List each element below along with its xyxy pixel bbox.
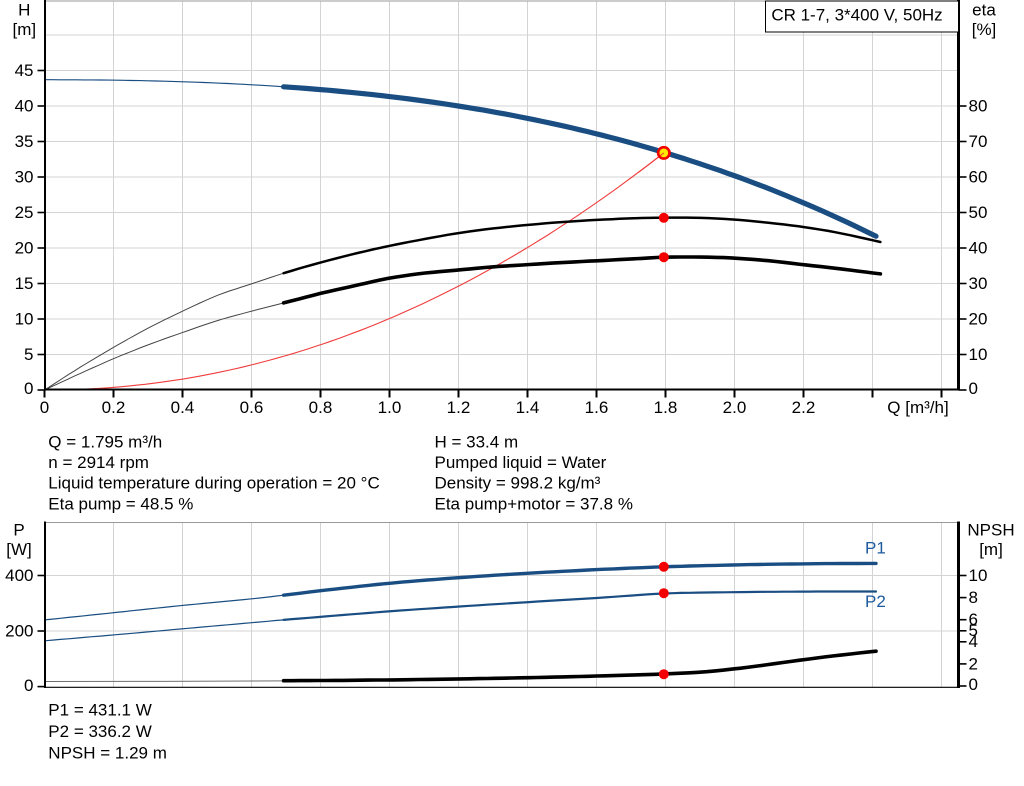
svg-text:P1: P1 [865, 538, 886, 557]
svg-text:0: 0 [969, 675, 978, 694]
svg-text:10: 10 [969, 566, 988, 585]
svg-text:2: 2 [969, 654, 978, 673]
svg-text:P2: P2 [865, 592, 886, 611]
svg-text:200: 200 [5, 621, 33, 640]
svg-text:P2 = 336.2 W: P2 = 336.2 W [48, 722, 151, 741]
svg-text:1.2: 1.2 [447, 398, 471, 417]
svg-text:[m]: [m] [12, 20, 36, 39]
svg-text:1.4: 1.4 [516, 398, 540, 417]
svg-text:80: 80 [969, 96, 988, 115]
svg-text:[%]: [%] [972, 20, 997, 39]
svg-text:40: 40 [15, 96, 34, 115]
svg-text:40: 40 [969, 238, 988, 257]
svg-text:Liquid temperature during oper: Liquid temperature during operation = 20… [48, 474, 379, 493]
svg-text:5: 5 [969, 621, 978, 640]
svg-text:400: 400 [5, 566, 33, 585]
svg-text:0.6: 0.6 [240, 398, 264, 417]
svg-text:n = 2914 rpm: n = 2914 rpm [48, 453, 149, 472]
svg-text:5: 5 [24, 345, 33, 364]
svg-text:1.0: 1.0 [378, 398, 402, 417]
svg-text:[m]: [m] [979, 540, 1003, 559]
svg-text:0: 0 [24, 676, 33, 695]
svg-text:1.6: 1.6 [585, 398, 609, 417]
svg-text:45: 45 [15, 61, 34, 80]
svg-text:10: 10 [969, 345, 988, 364]
svg-text:Eta pump+motor = 37.8 %: Eta pump+motor = 37.8 % [435, 494, 633, 513]
svg-text:35: 35 [15, 132, 34, 151]
svg-text:70: 70 [969, 132, 988, 151]
svg-text:50: 50 [969, 203, 988, 222]
svg-text:10: 10 [15, 309, 34, 328]
svg-text:0: 0 [24, 379, 33, 398]
svg-text:0.4: 0.4 [171, 398, 195, 417]
svg-text:8: 8 [969, 588, 978, 607]
svg-text:Density = 998.2 kg/m³: Density = 998.2 kg/m³ [435, 474, 601, 493]
svg-text:15: 15 [15, 274, 34, 293]
svg-text:2.2: 2.2 [792, 398, 816, 417]
svg-text:Q [m³/h]: Q [m³/h] [887, 398, 948, 417]
svg-text:[W]: [W] [6, 540, 32, 559]
svg-text:P: P [13, 521, 24, 540]
svg-text:Eta pump = 48.5 %: Eta pump = 48.5 % [48, 494, 193, 513]
svg-text:2.0: 2.0 [723, 398, 747, 417]
svg-text:CR 1-7, 3*400 V, 50Hz: CR 1-7, 3*400 V, 50Hz [771, 5, 942, 24]
svg-text:H = 33.4 m: H = 33.4 m [435, 432, 519, 451]
svg-text:0.2: 0.2 [102, 398, 126, 417]
svg-text:30: 30 [15, 167, 34, 186]
svg-text:NPSH = 1.29 m: NPSH = 1.29 m [48, 744, 167, 763]
svg-text:0.8: 0.8 [309, 398, 333, 417]
svg-text:30: 30 [969, 274, 988, 293]
svg-text:Pumped liquid = Water: Pumped liquid = Water [435, 453, 607, 472]
svg-text:P1 = 431.1 W: P1 = 431.1 W [48, 700, 151, 719]
svg-text:1.8: 1.8 [654, 398, 678, 417]
svg-text:6: 6 [969, 610, 978, 629]
svg-text:H: H [18, 0, 30, 19]
svg-text:25: 25 [15, 203, 34, 222]
svg-text:60: 60 [969, 167, 988, 186]
svg-text:0: 0 [40, 398, 49, 417]
svg-text:4: 4 [969, 632, 978, 651]
svg-text:eta: eta [972, 0, 996, 19]
svg-text:Q = 1.795 m³/h: Q = 1.795 m³/h [48, 432, 162, 451]
svg-text:NPSH: NPSH [967, 521, 1014, 540]
svg-text:20: 20 [969, 309, 988, 328]
svg-text:20: 20 [15, 238, 34, 257]
svg-text:0: 0 [969, 379, 978, 398]
